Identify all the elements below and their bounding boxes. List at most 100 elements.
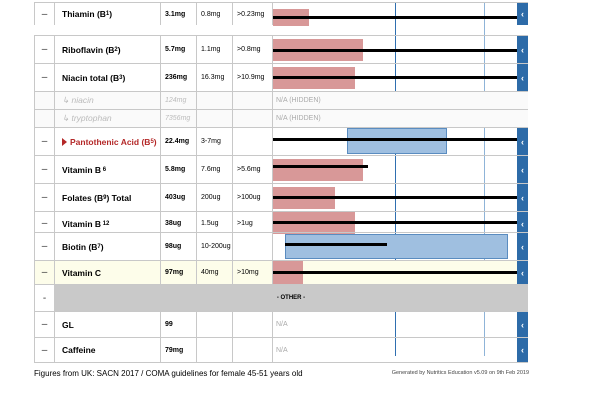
rni-line (273, 196, 518, 199)
table-row-hidden: ↳ niacin 124mg N/A (HIDDEN) (34, 91, 528, 109)
nutrient-name: Folates (B 9) Total (54, 184, 160, 211)
collapse-toggle[interactable]: – (34, 184, 54, 211)
reference-line-100 (395, 2, 396, 356)
expand-button[interactable]: ‹ (517, 128, 528, 155)
collapse-toggle[interactable]: – (34, 156, 54, 183)
range-bar (285, 234, 508, 259)
nutrient-name: GL (54, 312, 160, 337)
table-row: – Folates (B 9) Total 403ug 200ug >100ug … (34, 183, 528, 211)
nutrient-limit: >1ug (232, 212, 272, 235)
nutrient-amount: 7356mg (160, 110, 196, 127)
nutrient-name: ↳ tryptophan (54, 110, 160, 127)
collapse-toggle[interactable]: – (34, 64, 54, 91)
nutrient-rni (196, 338, 232, 362)
rni-line (273, 76, 518, 79)
nutrient-rni (196, 110, 232, 127)
nutrient-rni: 3-7mg (196, 128, 232, 155)
table-row: – Caffeine 79mg N/A ‹ (34, 337, 528, 363)
rni-line (273, 49, 518, 52)
nutrient-name: Biotin (B 7) (54, 233, 160, 260)
nutrient-amount: 97mg (160, 261, 196, 284)
intake-bar-cell (272, 156, 517, 183)
expand-button[interactable]: ‹ (517, 184, 528, 211)
na-note: N/A (272, 338, 517, 362)
nutrient-rni: 10-200ug (196, 233, 232, 260)
nutrient-rni (196, 312, 232, 337)
source-footnote: Figures from UK: SACN 2017 / COMA guidel… (34, 369, 303, 378)
nutrient-limit: >0.8mg (232, 36, 272, 63)
intake-bar-cell (272, 212, 518, 235)
nutrient-limit (232, 338, 272, 362)
collapse-toggle[interactable]: – (34, 128, 54, 155)
collapse-toggle[interactable]: – (34, 312, 54, 337)
nutrient-name: ↳ niacin (54, 92, 160, 109)
nutrient-name: Riboflavin (B 2) (54, 36, 160, 63)
nutrient-amount: 38ug (160, 212, 196, 235)
expand-button[interactable]: ‹ (517, 338, 528, 362)
intake-bar-cell (272, 184, 518, 211)
table-row: – Biotin (B 7) 98ug 10-200ug ‹ (34, 232, 528, 260)
hidden-note: N/A (HIDDEN) (272, 92, 517, 109)
nutrient-amount: 5.8mg (160, 156, 196, 183)
nutrient-name: Caffeine (54, 338, 160, 362)
table-row: – Pantothenic Acid (B 5) 22.4mg 3-7mg ‹ (34, 127, 528, 155)
section-header-other: - - OTHER - (34, 284, 528, 311)
expand-button[interactable]: ‹ (517, 3, 528, 25)
collapse-toggle (34, 110, 54, 127)
rni-line (273, 221, 518, 224)
intake-line (285, 243, 387, 246)
nutrient-name: Niacin total (B 3) (54, 64, 160, 91)
table-row: – Thiamin (B 1) 3.1mg 0.8mg >0.23mg ‹ (34, 2, 528, 26)
intake-bar-cell (272, 36, 518, 63)
intake-bar-cell (272, 261, 518, 285)
nutrient-rni (196, 92, 232, 109)
na-note: N/A (272, 312, 517, 337)
intake-bar-cell (272, 233, 517, 260)
nutrient-amount: 98ug (160, 233, 196, 260)
range-bar (347, 128, 447, 154)
expand-button[interactable]: ‹ (517, 312, 528, 337)
nutrient-rni: 0.8mg (196, 3, 232, 25)
reference-line-200 (484, 2, 485, 356)
nutrient-limit: >5.6mg (232, 156, 272, 183)
collapse-toggle[interactable]: – (34, 212, 54, 235)
collapse-toggle[interactable]: – (34, 3, 54, 25)
collapse-toggle (34, 92, 54, 109)
expand-button[interactable]: ‹ (517, 212, 528, 235)
nutrient-amount: 22.4mg (160, 128, 196, 155)
nutrient-name: Vitamin C (54, 261, 160, 284)
nutrient-rni: 1.5ug (196, 212, 232, 235)
table-row: – Vitamin B 6 5.8mg 7.6mg >5.6mg ‹ (34, 155, 528, 183)
generated-by-note: Generated by Nutritics Education v5.09 o… (391, 370, 529, 376)
collapse-toggle[interactable]: – (34, 338, 54, 362)
intake-line (273, 138, 518, 141)
nutrient-amount: 236mg (160, 64, 196, 91)
nutrient-limit: >10mg (232, 261, 272, 284)
rni-line (273, 271, 518, 274)
nutrient-amount: 403ug (160, 184, 196, 211)
collapse-toggle[interactable]: – (34, 36, 54, 63)
intake-bar-cell (272, 128, 518, 155)
collapse-toggle[interactable]: – (34, 261, 54, 284)
nutrient-rni: 200ug (196, 184, 232, 211)
nutrient-rni: 40mg (196, 261, 232, 284)
nutrient-limit: >0.23mg (232, 3, 272, 25)
nutrient-amount: 124mg (160, 92, 196, 109)
nutrient-limit: >10.9mg (232, 64, 272, 91)
nutrient-limit: >100ug (232, 184, 272, 211)
nutrient-limit (232, 233, 272, 260)
expand-button[interactable]: ‹ (517, 261, 528, 284)
expand-button[interactable]: ‹ (517, 64, 528, 91)
expand-button[interactable]: ‹ (517, 156, 528, 183)
intake-bar-cell (272, 3, 518, 26)
rni-line (273, 16, 518, 19)
expand-button[interactable]: ‹ (517, 36, 528, 63)
nutrient-limit (232, 110, 272, 127)
nutrient-amount: 3.1mg (160, 3, 196, 25)
nutrient-name: Pantothenic Acid (B 5) (54, 128, 160, 155)
section-toggle[interactable]: - (34, 285, 54, 311)
table-row: – Riboflavin (B 2) 5.7mg 1.1mg >0.8mg ‹ (34, 35, 528, 63)
table-row: – Vitamin B 12 38ug 1.5ug >1ug ‹ (34, 211, 528, 235)
expand-button[interactable]: ‹ (517, 233, 528, 260)
collapse-toggle[interactable]: – (34, 233, 54, 260)
